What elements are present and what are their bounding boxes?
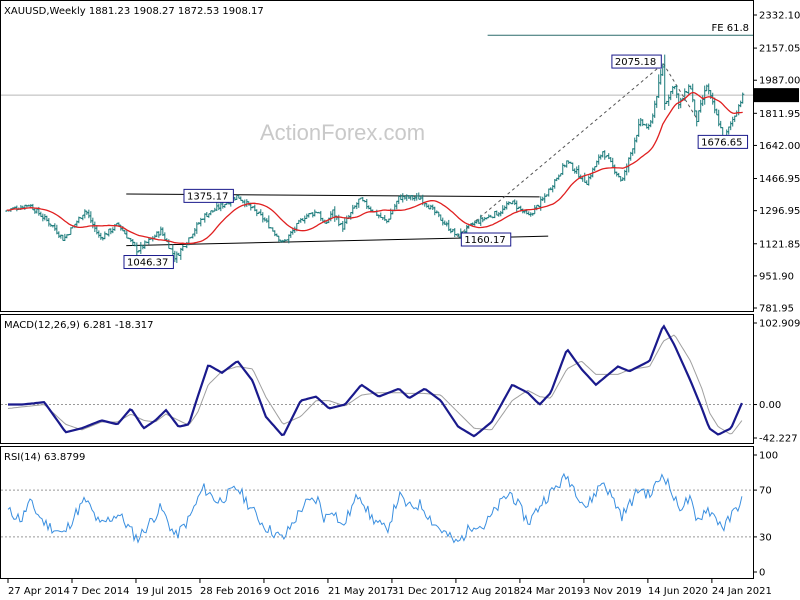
time-tick-label: 24 Jan 2021 (712, 586, 772, 597)
rsi-lines (1, 472, 753, 544)
price-annotation-box (697, 134, 749, 149)
time-axis: 27 Apr 2014 7 Dec 2014 19 Jul 2015 28 Feb 2… (7, 579, 772, 597)
watermark: ActionForex.com (260, 120, 425, 145)
projection-line (662, 63, 697, 118)
macd-tick-label: -42.227 (759, 434, 798, 445)
macd-lines (1, 324, 753, 438)
last-price-value: 1908.17 (757, 91, 798, 102)
price-annotation: 1046.37 (127, 258, 168, 269)
time-tick-label: 21 May 2017 (328, 586, 393, 597)
rsi-tick-label: 70 (759, 486, 772, 497)
rsi-tick-label: 100 (759, 451, 778, 462)
price-annotation-box (183, 188, 234, 203)
rsi-line (7, 472, 743, 544)
time-tick-label: 14 Jun 2020 (648, 586, 708, 597)
price-tick-label: 1121.85 (759, 239, 800, 250)
time-tick-label: 12 Aug 2018 (456, 586, 520, 597)
price-tick-label: 1811.95 (759, 109, 800, 120)
macd-tick-label: 0.00 (759, 400, 781, 411)
price-header: XAUUSD,Weekly 1881.23 1908.27 1872.53 19… (4, 6, 264, 17)
macd-line (8, 324, 743, 438)
price-tick-label: 2157.05 (759, 44, 800, 55)
last-price-tag (754, 88, 799, 103)
price-annotation-box (460, 232, 512, 247)
moving-average (6, 91, 743, 245)
price-tick-label: 2332.10 (759, 11, 800, 22)
price-tick-label: 781.95 (759, 304, 794, 315)
price-panel[interactable] (0, 0, 754, 312)
rsi-tick-label: 30 (759, 532, 772, 543)
price-tick-label: 1987.00 (759, 76, 800, 87)
rsi-header: RSI(14) 63.8799 (4, 452, 85, 463)
price-annotation: 1676.65 (701, 137, 742, 148)
time-tick-label: 28 Feb 2016 (200, 586, 262, 597)
time-tick-label: 3 Nov 2019 (584, 586, 642, 597)
time-tick-label: 7 Dec 2014 (72, 586, 130, 597)
rsi-axis: 100 70 30 0 (753, 451, 778, 579)
moving-average-line (6, 91, 743, 245)
price-annotation: 2075.18 (615, 57, 656, 68)
macd-panel[interactable] (0, 314, 754, 444)
price-annotations: 2075.18 1676.65 1375.17 1160.17 1046.37 1908.… (123, 54, 799, 270)
time-tick-label: 31 Dec 2017 (392, 586, 456, 597)
price-axis: 2332.10 2157.05 1987.00 1811.95 1642.00 1466.… (753, 11, 800, 315)
rsi-panel[interactable] (0, 446, 754, 579)
time-tick-label: 27 Apr 2014 (8, 586, 70, 597)
projection-line (456, 63, 664, 237)
price-annotation: 1375.17 (187, 191, 228, 202)
macd-header: MACD(12,26,9) 6.281 -18.317 (4, 320, 154, 331)
header-backdrop (2, 4, 258, 17)
price-annotation-box (123, 255, 174, 270)
price-annotation: 1160.17 (464, 235, 505, 246)
rsi-tick-label: 0 (759, 568, 765, 579)
price-annotation-box (611, 54, 662, 69)
time-tick-label: 9 Oct 2016 (264, 586, 319, 597)
fibonacci-label: FE 61.8 (711, 23, 749, 34)
time-tick-label: 24 Mar 2019 (520, 586, 583, 597)
price-tick-label: 1296.95 (759, 206, 800, 217)
macd-axis: 102.909 0.00 -42.227 (753, 319, 800, 445)
price-bars (5, 54, 745, 264)
price-tick-label: 1642.00 (759, 141, 800, 152)
price-tick-label: 951.90 (759, 271, 794, 282)
time-tick-label: 19 Jul 2015 (136, 586, 193, 597)
macd-tick-label: 102.909 (759, 319, 800, 330)
price-tick-label: 1466.95 (759, 174, 800, 185)
